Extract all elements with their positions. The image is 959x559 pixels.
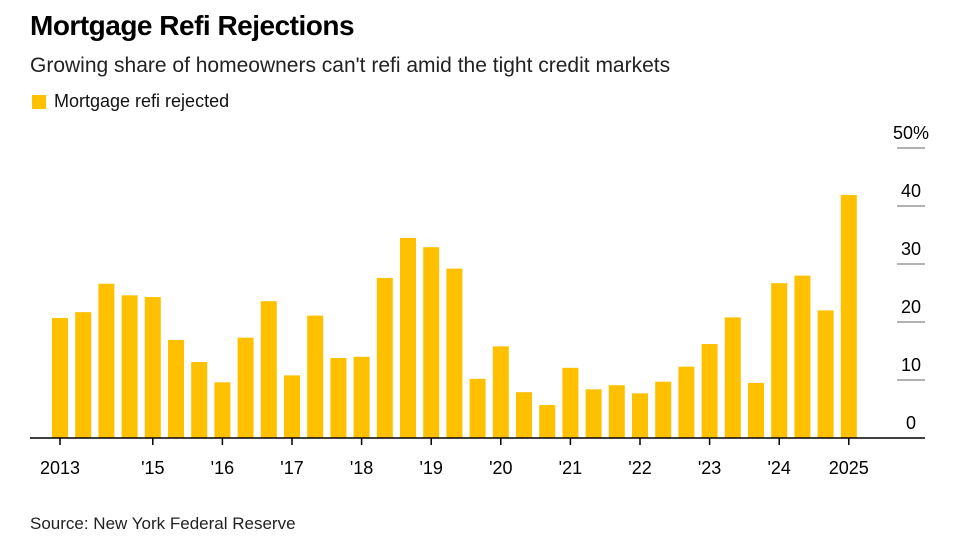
bar bbox=[237, 337, 254, 438]
x-tick-label: '18 bbox=[350, 458, 373, 478]
legend-swatch bbox=[32, 94, 46, 109]
x-axis-ticks: 2013 '15 '16 '17 '18 '19 '20 '21 '22 '23 '24 2025 bbox=[40, 438, 869, 478]
bar bbox=[168, 339, 184, 438]
chart-title: Mortgage Refi Rejections bbox=[30, 10, 355, 41]
x-tick-label: '21 bbox=[559, 458, 582, 478]
y-axis-labels: 0 10 20 30 40 50% bbox=[893, 123, 929, 433]
x-tick-label: '17 bbox=[280, 458, 303, 478]
bar bbox=[817, 310, 834, 438]
x-tick-label: 2025 bbox=[829, 458, 869, 478]
bar bbox=[400, 237, 416, 438]
y-tick-label: 20 bbox=[901, 297, 921, 317]
bar bbox=[562, 367, 579, 438]
x-tick-label: '22 bbox=[628, 458, 651, 478]
y-tick-label: 40 bbox=[901, 181, 921, 201]
x-tick-label: '23 bbox=[698, 458, 721, 478]
bar bbox=[376, 277, 393, 438]
gridlines bbox=[897, 147, 925, 381]
bar bbox=[144, 297, 161, 438]
bar bbox=[539, 404, 556, 438]
bar bbox=[423, 247, 440, 438]
bar bbox=[608, 385, 625, 438]
y-tick-label: 50% bbox=[893, 123, 929, 143]
bar bbox=[446, 268, 463, 438]
bar bbox=[516, 392, 532, 438]
bar bbox=[307, 315, 324, 438]
bar bbox=[353, 356, 370, 438]
bar bbox=[191, 362, 208, 438]
bar bbox=[724, 317, 741, 438]
bar bbox=[75, 312, 92, 438]
bar bbox=[678, 366, 695, 438]
bar bbox=[771, 283, 788, 438]
y-tick-label: 30 bbox=[901, 239, 921, 259]
bar bbox=[284, 375, 300, 438]
x-tick-label: '20 bbox=[489, 458, 512, 478]
bar bbox=[121, 295, 138, 438]
source-note: Source: New York Federal Reserve bbox=[30, 514, 296, 533]
x-tick-label: '19 bbox=[419, 458, 442, 478]
y-tick-label: 10 bbox=[901, 355, 921, 375]
bar bbox=[585, 389, 602, 438]
x-tick-label: 2013 bbox=[40, 458, 80, 478]
bar bbox=[52, 317, 68, 438]
bar bbox=[260, 301, 277, 438]
bar bbox=[655, 381, 672, 438]
y-tick-label: 0 bbox=[906, 413, 916, 433]
x-tick-label: '16 bbox=[211, 458, 234, 478]
bar bbox=[98, 283, 115, 438]
bar bbox=[701, 344, 718, 438]
bar bbox=[632, 393, 648, 438]
bar bbox=[492, 346, 509, 438]
bar bbox=[330, 357, 347, 438]
bar bbox=[214, 382, 231, 438]
chart-subtitle: Growing share of homeowners can't refi a… bbox=[30, 54, 671, 77]
bar bbox=[840, 194, 857, 438]
bars bbox=[52, 194, 857, 438]
bar bbox=[748, 382, 764, 438]
legend: Mortgage refi rejected bbox=[32, 91, 229, 112]
bar bbox=[469, 378, 486, 438]
legend-label: Mortgage refi rejected bbox=[54, 91, 230, 111]
bar bbox=[794, 275, 811, 438]
x-tick-label: '24 bbox=[767, 458, 790, 478]
x-tick-label: '15 bbox=[141, 458, 164, 478]
